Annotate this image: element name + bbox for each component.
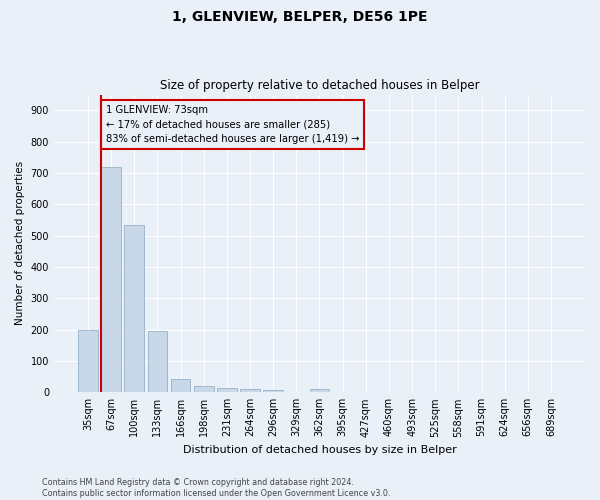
Bar [240,388,260,392]
Bar [170,379,190,392]
Bar [217,388,236,392]
X-axis label: Distribution of detached houses by size in Belper: Distribution of detached houses by size … [182,445,457,455]
Bar [148,331,167,392]
Text: Contains HM Land Registry data © Crown copyright and database right 2024.
Contai: Contains HM Land Registry data © Crown c… [42,478,391,498]
Bar [78,330,98,392]
Bar [101,166,121,392]
Title: Size of property relative to detached houses in Belper: Size of property relative to detached ho… [160,79,479,92]
Bar [124,224,144,392]
Text: 1 GLENVIEW: 73sqm
← 17% of detached houses are smaller (285)
83% of semi-detache: 1 GLENVIEW: 73sqm ← 17% of detached hous… [106,104,359,144]
Bar [263,390,283,392]
Text: 1, GLENVIEW, BELPER, DE56 1PE: 1, GLENVIEW, BELPER, DE56 1PE [172,10,428,24]
Bar [310,389,329,392]
Y-axis label: Number of detached properties: Number of detached properties [15,162,25,326]
Bar [194,386,214,392]
